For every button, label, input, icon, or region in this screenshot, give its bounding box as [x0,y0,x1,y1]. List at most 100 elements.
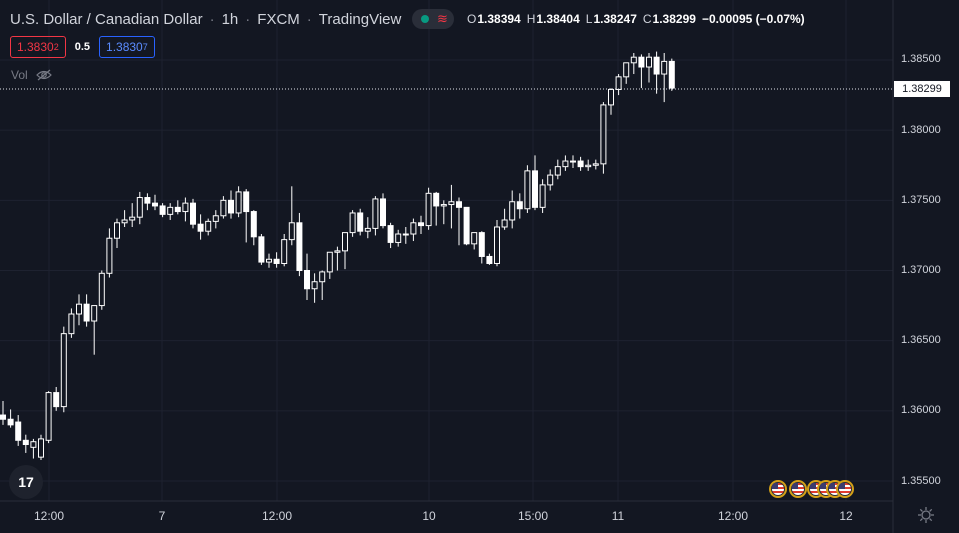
candle-body-down [7,418,14,426]
candle [471,232,478,250]
candle-body-up [372,198,379,229]
time-tick: 7 [158,509,166,523]
candle [372,196,379,236]
candle-body-down [433,192,440,207]
time-tick: 12:00 [33,509,65,523]
candle-body-up [326,251,333,273]
candle-body-up [30,441,37,448]
ohlc-open: O1.38394 [467,12,521,26]
candle-body-up [167,206,174,215]
candle [342,232,348,270]
candle-body-down [387,225,394,243]
candle [509,190,516,229]
candle [456,197,462,246]
candle [174,200,181,215]
candle-body-down [159,205,166,215]
candle-body-down [258,236,265,263]
price-tick: 1.38000 [901,124,941,136]
candle [266,253,272,268]
candle-body-down [243,191,250,213]
us-flag-icon[interactable] [769,480,787,498]
candle-body-down [296,222,303,271]
candle [532,155,538,211]
candle [501,208,508,230]
candle-body-up [98,272,105,307]
candle-body-down [83,303,90,322]
time-tick: 12:00 [261,509,293,523]
us-flag-icon[interactable] [789,480,807,498]
candle [577,156,584,171]
candle [220,196,227,219]
us-flag-icon[interactable] [836,480,854,498]
candle [22,434,29,453]
data-delay-icon: ≋ [437,11,448,26]
candle [129,203,136,227]
tradingview-logo[interactable]: 17 [9,465,43,499]
spread-value: 0.5 [74,41,91,53]
price-tick: 1.37500 [901,194,941,206]
candle-body-up [288,222,295,241]
candle [114,218,120,249]
candle [30,438,37,459]
candle-body-up [524,170,531,210]
candle [349,210,356,237]
candle-body-up [661,60,668,75]
candle-body-down [53,392,60,408]
candle [357,208,364,236]
candle-body-up [364,227,371,232]
candle-body-up [136,197,143,218]
symbol-name[interactable]: U.S. Dollar / Canadian Dollar [10,10,203,28]
candle-body-up [220,199,227,217]
candle-body-up [266,258,272,263]
candle [463,206,470,246]
eye-slash-icon[interactable] [35,69,52,81]
candle [15,415,22,446]
candle-body-up [630,56,637,64]
sell-button[interactable]: 1.3830 2 [10,36,66,58]
candle [524,165,531,213]
interval-label[interactable]: 1h [221,10,239,28]
grid-lines [0,0,893,501]
candle-body-down [250,211,257,238]
gear-icon[interactable] [917,506,935,524]
candle [228,190,234,219]
candle-body-up [608,88,614,106]
candle [387,222,394,249]
candle-body-down [197,223,204,232]
candle-body-up [501,219,508,228]
candle [136,191,143,225]
candle-body-down [15,421,22,441]
candle [630,52,637,75]
candle [121,210,128,227]
time-tick: 12 [839,509,853,523]
candle-body-up [592,163,599,166]
candle-body-up [410,222,417,235]
time-tick: 10 [422,509,436,523]
buy-button[interactable]: 1.3830 7 [99,36,155,58]
candle [167,203,174,220]
time-tick: 11 [611,509,625,523]
volume-indicator[interactable]: Vol [11,67,52,83]
symbol-title[interactable]: U.S. Dollar / Canadian Dollar · 1h · FXC… [10,9,401,29]
candle [623,62,630,84]
candle [258,234,265,265]
candle [570,155,576,169]
ohlc-high: H1.38404 [526,12,580,26]
candle-body-down [532,170,538,208]
candle [53,386,60,411]
price-tick: 1.35500 [901,475,941,487]
candle-body-down [486,255,493,264]
candle [205,218,212,236]
candle [45,391,52,444]
candle [68,308,75,338]
candle-body-up [106,237,113,274]
candle-body-up [121,219,128,224]
candle [243,189,250,243]
candle-body-up [547,174,554,186]
candle [91,305,98,355]
market-status-pill[interactable]: ≋ [412,9,454,29]
candle [592,159,599,170]
candle [418,215,424,235]
